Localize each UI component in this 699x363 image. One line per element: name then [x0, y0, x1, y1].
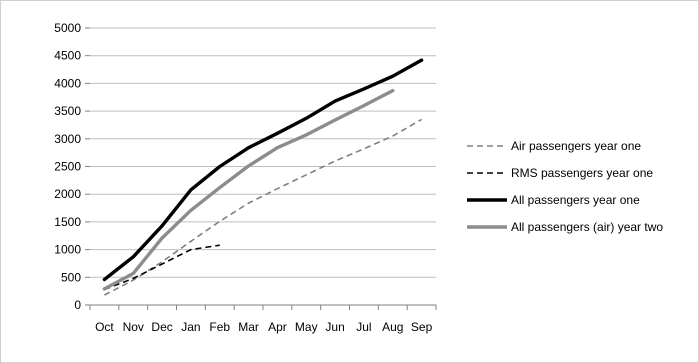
y-tick-label: 4500	[54, 49, 81, 63]
x-tick-label: Oct	[95, 320, 114, 334]
legend-label-rms-passengers-year-one: RMS passengers year one	[511, 166, 653, 180]
x-tick-label: Apr	[268, 320, 287, 334]
x-tick-label: May	[295, 320, 318, 334]
legend-label-all-passengers-air-year-two: All passengers (air) year two	[511, 220, 663, 234]
series-line-air-passengers-year-one	[104, 118, 422, 296]
series-lines	[102, 58, 424, 296]
x-tick-label: Feb	[209, 320, 230, 334]
y-tick-label: 4000	[54, 76, 81, 90]
y-tick-label: 5000	[54, 21, 81, 35]
y-tick-label: 0	[74, 298, 81, 312]
series-line-all-passengers-air-year-two	[102, 88, 395, 291]
y-tick-label: 3500	[54, 104, 81, 118]
legend: Air passengers year one RMS passengers ye…	[467, 139, 663, 234]
x-tick-label: Dec	[151, 320, 172, 334]
y-tick-label: 2000	[54, 187, 81, 201]
gridlines	[90, 27, 436, 278]
y-tick-label: 500	[61, 270, 81, 284]
series-line-rms-passengers-year-one	[104, 244, 220, 291]
y-tick-label: 3000	[54, 132, 81, 146]
x-tick-label: Sep	[411, 320, 433, 334]
y-axis-ticks: 0 500 1000 1500 2000 2500 3000 3500 4000 4500 5000	[54, 21, 90, 312]
legend-label-all-passengers-year-one: All passengers year one	[511, 193, 640, 207]
x-tick-label: Mar	[238, 320, 259, 334]
x-axis-ticks: Oct Nov Dec Jan Feb Mar Apr May Jun Jul Aug Sep	[89, 305, 437, 334]
x-tick-label: Aug	[382, 320, 403, 334]
x-tick-label: Nov	[123, 320, 144, 334]
y-tick-label: 1000	[54, 243, 81, 257]
series-line-all-passengers-year-one	[102, 58, 424, 282]
y-tick-label: 1500	[54, 215, 81, 229]
y-tick-label: 2500	[54, 160, 81, 174]
x-tick-label: Jan	[181, 320, 200, 334]
x-tick-label: Jun	[325, 320, 344, 334]
legend-label-air-passengers-year-one: Air passengers year one	[511, 139, 641, 153]
x-tick-label: Jul	[356, 320, 371, 334]
